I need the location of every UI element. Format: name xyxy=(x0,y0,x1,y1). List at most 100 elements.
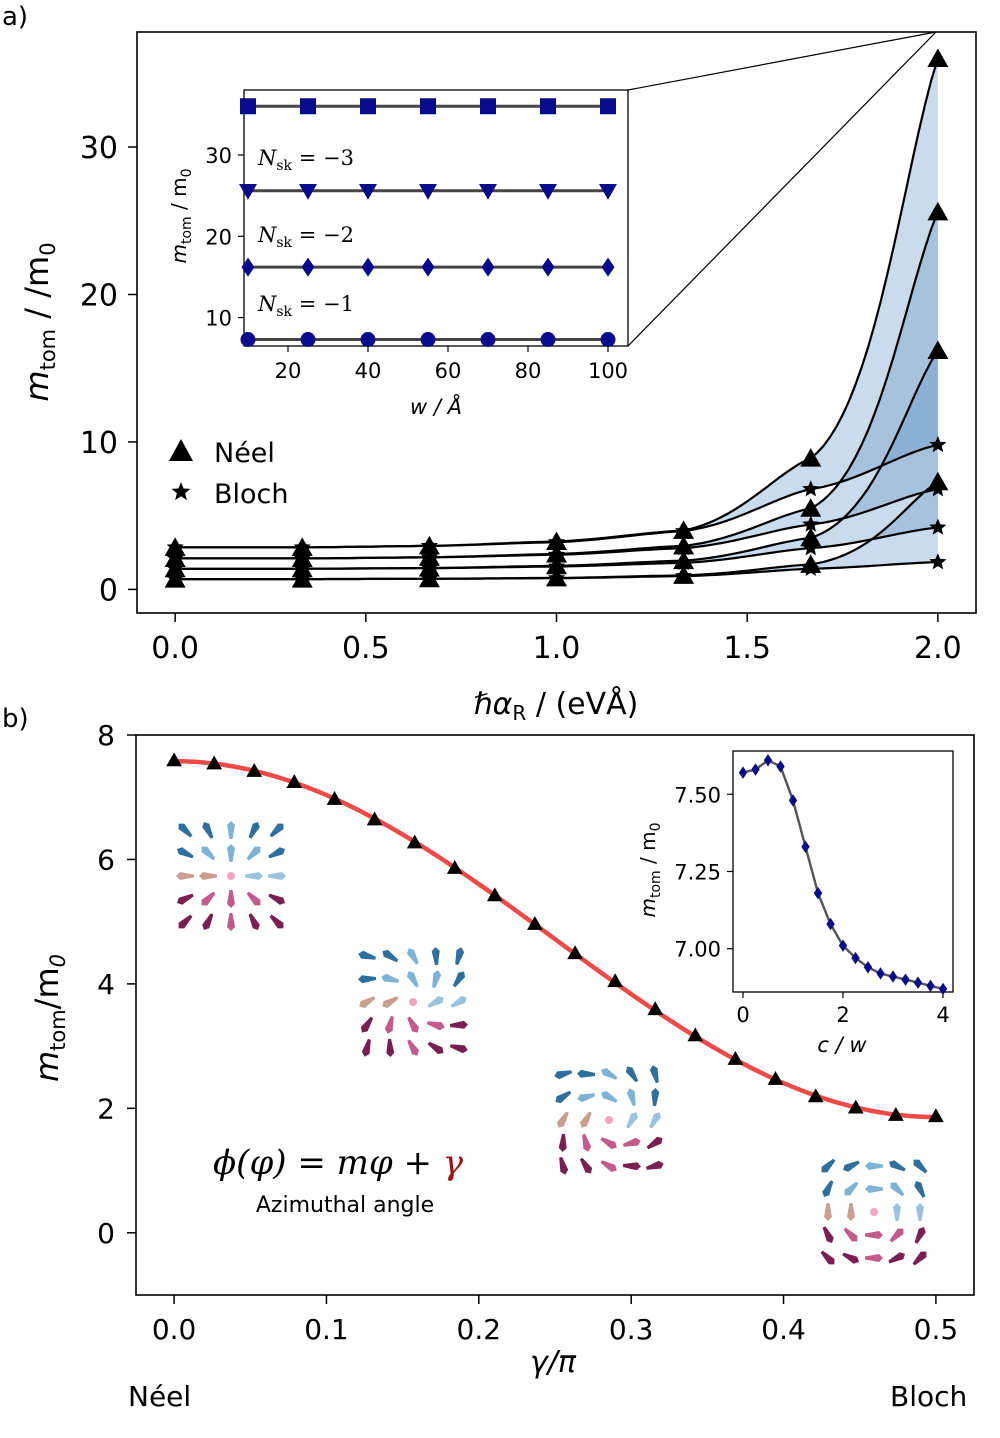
bloch-marker xyxy=(547,557,566,574)
inset-a-triangle-marker xyxy=(599,184,617,200)
texture-arrow xyxy=(427,1041,444,1055)
texture-arrow xyxy=(626,1112,638,1129)
inset-annotation-nsk2: Nsk = −2 xyxy=(257,223,354,251)
inset-a-y-axis-label: mtom / m0 xyxy=(167,168,195,263)
neel-marker xyxy=(927,201,949,221)
bloch-marker xyxy=(929,435,947,453)
texture-arrow xyxy=(843,1227,858,1242)
a-ylabel-rest: / /m xyxy=(18,256,56,329)
b-ytick-label: 0 xyxy=(97,1217,115,1250)
inset-a-diamond-marker xyxy=(421,257,435,277)
panel-b-x-ticks: 0.0 0.1 0.2 0.3 0.4 0.5 xyxy=(152,1295,958,1346)
bloch-marker xyxy=(420,548,438,565)
inset-b-diamond-marker xyxy=(851,951,860,965)
texture-arrow xyxy=(889,1160,906,1172)
inset-a-diamond-marker xyxy=(481,257,495,277)
ib-ylabel-sub: tom xyxy=(648,870,664,898)
inset-b-diamond-marker xyxy=(788,794,798,807)
data-point-marker xyxy=(887,1107,904,1121)
inset-a-x-ticks: 20 40 60 80 100 xyxy=(275,346,628,383)
texture-arrow xyxy=(431,947,440,966)
texture-arrow xyxy=(178,823,193,838)
texture-arrow xyxy=(449,1044,468,1054)
bloch-marker xyxy=(420,559,438,576)
ia-ytick-label: 20 xyxy=(205,225,232,249)
texture-arrow xyxy=(580,1111,592,1128)
texture-arrow xyxy=(847,1203,855,1221)
panel-b-label: b) xyxy=(2,704,29,734)
a-xtick-label: 0.5 xyxy=(342,631,390,666)
neel-marker xyxy=(800,448,822,467)
texture-arrow xyxy=(888,1252,905,1264)
inset-b-diamond-marker xyxy=(913,976,923,989)
b-xtick-label: 0.4 xyxy=(761,1313,806,1346)
nsk1-value: = −1 xyxy=(292,292,354,316)
a-ylabel-sub: tom xyxy=(36,329,60,371)
bloch-marker xyxy=(166,559,184,576)
inset-a-triangle-marker xyxy=(419,184,437,200)
inset-b-diamond-marker xyxy=(826,917,835,931)
bloch-marker xyxy=(166,538,184,555)
zoom-connector-top xyxy=(627,31,937,91)
texture-arrow xyxy=(427,996,444,1008)
nsk1-sub: sk xyxy=(276,304,292,320)
ia-xtick-label: 80 xyxy=(515,359,542,383)
data-point-marker xyxy=(366,811,383,826)
texture-core xyxy=(227,872,235,880)
a-ylabel-main: m xyxy=(18,370,56,401)
texture-arrow xyxy=(912,1251,927,1266)
texture-arrow xyxy=(382,996,399,1008)
ib-ytick-label: 7.25 xyxy=(674,861,721,885)
data-point-marker xyxy=(527,916,543,930)
texture-arrow xyxy=(268,893,285,905)
formula-caption: Azimuthal angle xyxy=(256,1193,434,1218)
texture-arrow xyxy=(269,914,284,929)
data-point-marker xyxy=(326,790,343,805)
b-xtick-label: 0.5 xyxy=(914,1313,959,1346)
bloch-marker xyxy=(547,533,566,550)
ia-ylabel-main: m xyxy=(167,244,191,263)
texture-arrow xyxy=(844,1181,859,1196)
texture-arrow xyxy=(649,1112,661,1129)
inset-b-diamond-marker xyxy=(751,763,760,776)
inset-b-diamond-marker xyxy=(876,967,885,980)
ib-xtick-label: 4 xyxy=(936,1003,949,1027)
texture-arrow xyxy=(821,1158,836,1173)
ib-ytick-label: 7.50 xyxy=(674,783,721,807)
neel-marker xyxy=(927,48,949,68)
a-xlabel-main: ℏα xyxy=(474,687,513,722)
bloch-marker xyxy=(929,553,947,570)
data-point-marker xyxy=(928,1108,944,1123)
texture-arrow xyxy=(577,1069,596,1078)
neel-marker xyxy=(800,498,822,517)
b-xtick-label: 0.3 xyxy=(609,1313,654,1346)
panel-b-y-axis-label: mtom/m0 xyxy=(28,954,70,1082)
inset-b-markers xyxy=(738,754,948,996)
spin-texture-bloch xyxy=(820,1158,928,1266)
a-ytick-label: 30 xyxy=(80,131,118,166)
texture-arrow xyxy=(248,822,260,839)
neel-end-label: Néel xyxy=(128,1380,191,1413)
ia-ylabel-rest: / m xyxy=(167,177,191,216)
legend-neel-marker xyxy=(169,439,193,461)
texture-arrow xyxy=(384,1015,394,1034)
b-ylabel-rest-sub: 0 xyxy=(46,954,70,967)
a-ylabel-rest-sub: 0 xyxy=(36,242,60,255)
texture-arrow xyxy=(381,973,400,983)
texture-arrow xyxy=(842,1252,859,1264)
formula-lhs: ϕ(φ) = xyxy=(213,1143,337,1183)
texture-arrow xyxy=(452,971,466,988)
panel-b-frame xyxy=(135,734,975,1296)
a-xlabel-units: / (eVÅ) xyxy=(526,686,638,722)
texture-arrow xyxy=(432,970,442,989)
texture-arrow xyxy=(649,1065,659,1084)
inset-a-triangle-marker xyxy=(479,184,497,200)
data-point-marker xyxy=(286,774,303,789)
bloch-marker xyxy=(547,545,566,562)
bloch-marker xyxy=(293,538,311,555)
bloch-marker xyxy=(166,549,184,566)
data-point-marker xyxy=(687,1027,704,1042)
texture-arrow xyxy=(177,893,194,905)
inset-a-triangle-marker xyxy=(299,184,317,200)
data-point-marker xyxy=(607,973,624,988)
